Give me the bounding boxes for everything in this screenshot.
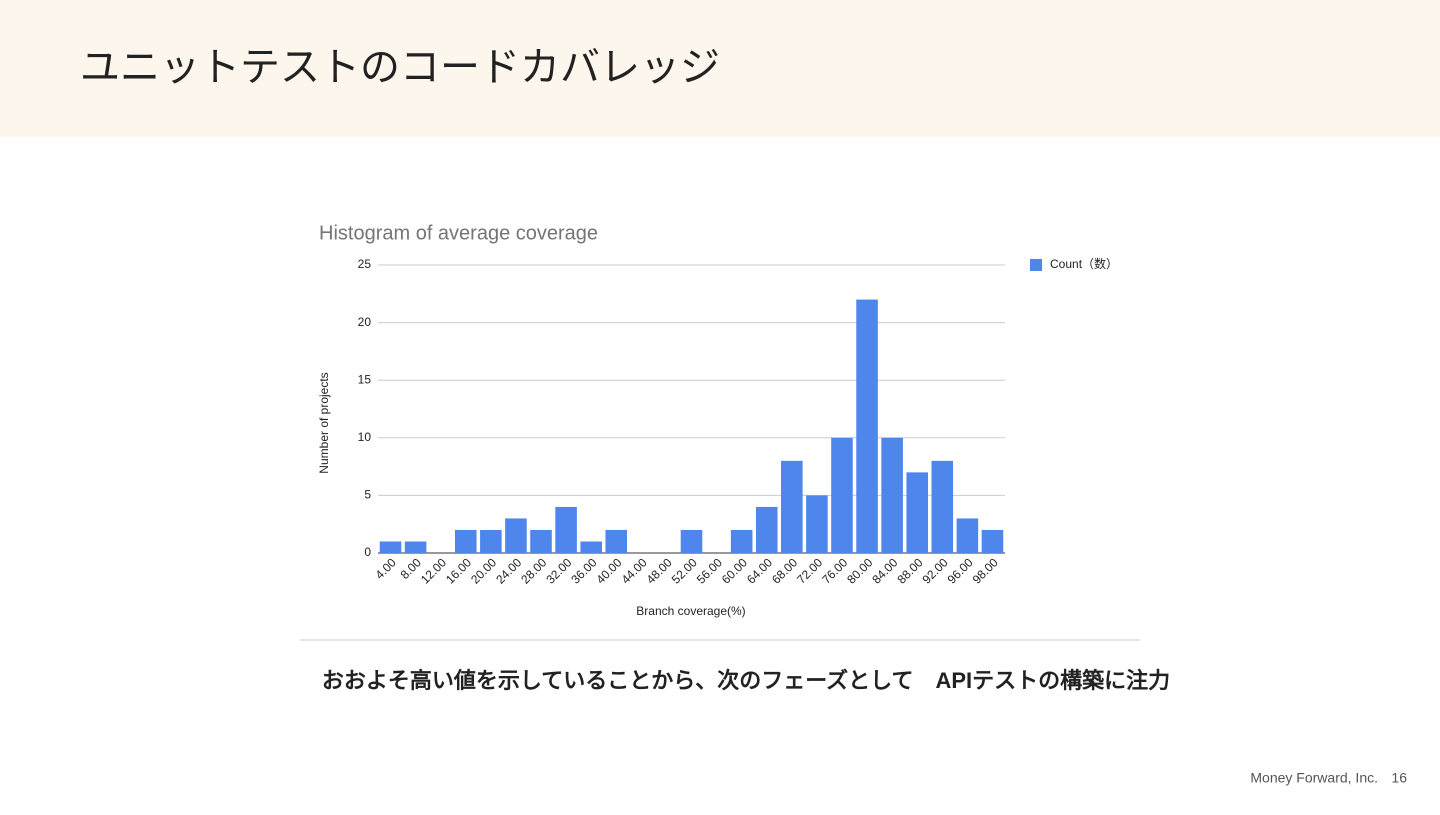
bar bbox=[454, 529, 477, 553]
legend-swatch bbox=[1030, 259, 1042, 271]
x-tick-label: 56.00 bbox=[694, 555, 725, 586]
bar bbox=[605, 529, 628, 553]
bar bbox=[555, 506, 577, 553]
x-tick-label: 92.00 bbox=[920, 555, 951, 586]
caption: おおよそ高い値を示していることから、次のフェーズとして APIテストの構築に注力 bbox=[322, 668, 1170, 693]
y-tick-label: 10 bbox=[358, 430, 372, 444]
x-tick-label: 72.00 bbox=[794, 555, 825, 586]
x-axis-label: Branch coverage(%) bbox=[636, 604, 745, 618]
bar bbox=[505, 518, 527, 553]
bar bbox=[856, 299, 878, 553]
x-tick-label: 88.00 bbox=[894, 555, 925, 586]
x-tick-label: 28.00 bbox=[518, 555, 549, 586]
bar bbox=[956, 518, 979, 553]
bar bbox=[730, 529, 753, 553]
y-tick-label: 25 bbox=[358, 257, 372, 271]
chart: 05101520254.008.0012.0016.0020.0024.0028… bbox=[358, 256, 1118, 586]
bar bbox=[906, 472, 929, 553]
x-tick-label: 32.00 bbox=[543, 555, 574, 586]
x-tick-label: 36.00 bbox=[568, 555, 599, 586]
x-tick-label: 76.00 bbox=[819, 555, 850, 586]
bar bbox=[931, 460, 954, 553]
x-tick-label: 48.00 bbox=[644, 555, 675, 586]
bar bbox=[404, 541, 427, 553]
header-band bbox=[0, 0, 1440, 137]
bar bbox=[680, 529, 703, 553]
x-tick-label: 4.00 bbox=[372, 555, 399, 582]
slide-title: ユニットテストのコードカバレッジ bbox=[80, 46, 720, 90]
x-tick-label: 68.00 bbox=[769, 555, 800, 586]
x-tick-label: 98.00 bbox=[970, 555, 1001, 586]
x-tick-label: 12.00 bbox=[418, 555, 449, 586]
legend-label: Count（数） bbox=[1050, 256, 1118, 271]
x-tick-label: 16.00 bbox=[443, 555, 474, 586]
bar bbox=[781, 460, 803, 553]
bar bbox=[831, 437, 853, 553]
bar bbox=[530, 529, 552, 553]
y-tick-label: 20 bbox=[358, 315, 372, 329]
x-tick-label: 20.00 bbox=[468, 555, 499, 586]
y-tick-label: 5 bbox=[364, 488, 371, 502]
bar bbox=[379, 541, 402, 553]
bar bbox=[580, 541, 602, 553]
y-tick-label: 0 bbox=[364, 545, 371, 559]
x-tick-label: 52.00 bbox=[669, 555, 700, 586]
x-tick-label: 80.00 bbox=[844, 555, 875, 586]
x-tick-label: 44.00 bbox=[619, 555, 650, 586]
x-tick-label: 96.00 bbox=[945, 555, 976, 586]
chart-title: Histogram of average coverage bbox=[319, 222, 598, 244]
y-tick-label: 15 bbox=[358, 372, 372, 386]
bar bbox=[881, 437, 903, 553]
y-axis-label: Number of projects bbox=[317, 372, 331, 473]
x-tick-label: 60.00 bbox=[719, 555, 750, 586]
bar bbox=[981, 529, 1004, 553]
x-tick-label: 84.00 bbox=[869, 555, 900, 586]
page-number: 16 bbox=[1391, 770, 1407, 786]
x-tick-label: 24.00 bbox=[493, 555, 524, 586]
x-tick-label: 64.00 bbox=[744, 555, 775, 586]
bar bbox=[755, 506, 778, 553]
bar bbox=[480, 529, 502, 553]
footer: Money Forward, Inc. bbox=[1250, 770, 1378, 786]
x-tick-label: 40.00 bbox=[593, 555, 624, 586]
bar bbox=[806, 495, 828, 553]
